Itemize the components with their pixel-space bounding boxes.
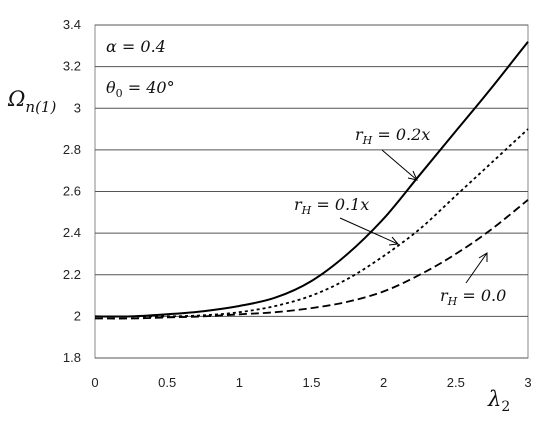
x-tick-label: 0 [91,375,98,390]
series-line-rh-0.0 [94,199,529,320]
arrowhead-rh-0.0 [478,252,488,262]
annotation-arrows [339,149,488,284]
series-lines [94,41,529,320]
arrowhead-rh-0.1x [388,236,399,246]
y-tick-label: 2 [74,308,81,323]
y-tick-label: 3.4 [63,17,81,32]
y-axis-label: Ωn(1) [7,87,56,116]
y-tick-label: 2.6 [63,184,81,199]
x-tick-label: 2 [380,375,387,390]
y-tick-label: 2.4 [63,225,81,240]
param-theta: θ0 = 40° [106,78,175,100]
x-tick-label: 0.5 [158,375,176,390]
series-line-rh-0.1x [95,128,529,318]
x-axis-label: λ2 [487,387,510,415]
y-tick-labels: 1.8 2 2.2 2.4 2.6 2.8 3 3.2 3.4 [63,17,81,365]
arrowhead-rh-0.2x [407,170,418,181]
label-rh-0.2x: rH = 0.2x [355,125,430,147]
y-tick-label: 2.8 [63,142,81,157]
arrow-rh-0.0 [465,252,488,284]
arrow-rh-0.1x [339,217,399,245]
y-tick-label: 1.8 [63,350,81,365]
y-tick-label: 3 [74,100,81,115]
x-tick-label: 3 [524,375,531,390]
x-tick-label: 1.5 [302,375,320,390]
y-tick-label: 2.2 [63,267,81,282]
series-line-rh-0.2x [94,41,529,318]
label-rh-0.1x: rH = 0.1x [294,195,369,217]
y-tick-label: 3.2 [63,59,81,74]
x-tick-label: 2.5 [447,375,465,390]
gridlines [94,24,529,359]
arrow-rh-0.2x [381,149,418,181]
x-tick-labels: 0 0.5 1 1.5 2 2.5 3 [91,375,531,390]
x-tick-label: 1 [236,375,243,390]
param-alpha: α = 0.4 [106,37,166,56]
label-rh-0.0: rH = 0.0 [440,286,506,308]
